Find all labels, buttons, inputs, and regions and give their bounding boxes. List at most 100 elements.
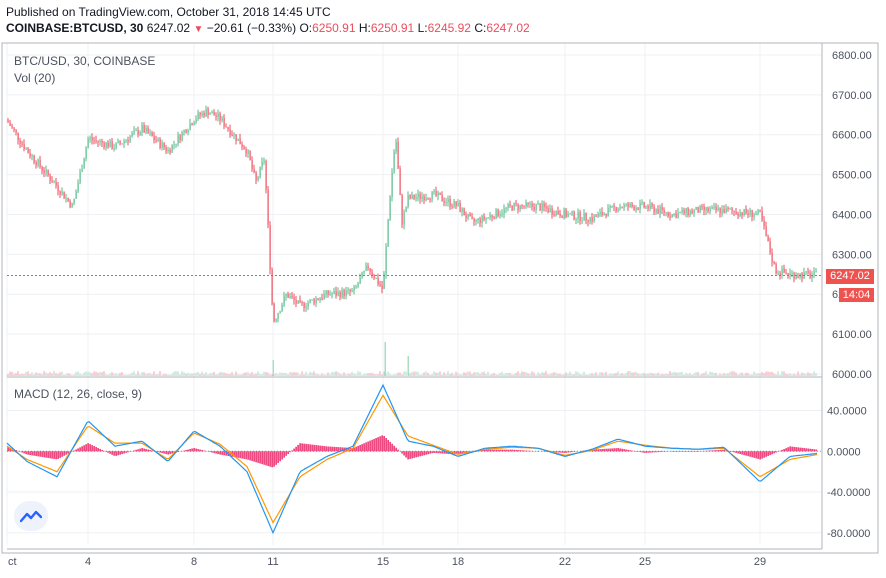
macd-histogram-bar [41, 451, 43, 457]
volume-bar [313, 371, 315, 376]
macd-histogram-bar [523, 450, 525, 452]
volume-bar [729, 371, 731, 376]
candle-body [717, 208, 719, 211]
volume-bar [801, 372, 803, 376]
volume-bar [479, 373, 481, 376]
volume-bar [215, 374, 217, 376]
volume-bar [463, 372, 465, 376]
macd-histogram-bar [645, 451, 647, 453]
candle-body [441, 194, 443, 202]
volume-bar [451, 372, 453, 376]
candle-body [683, 209, 685, 214]
volume-bar [453, 374, 455, 376]
candle-body [21, 143, 23, 145]
volume-bar [87, 371, 89, 376]
macd-histogram-bar [413, 451, 415, 458]
volume-bar [809, 373, 811, 376]
candle-body [285, 294, 287, 297]
volume-bar [47, 373, 49, 376]
macd-histogram-bar [199, 449, 201, 452]
volume-bar [275, 373, 277, 376]
candle-body [269, 224, 271, 270]
macd-histogram-bar [219, 451, 221, 455]
macd-histogram-bar [45, 451, 47, 458]
volume-bar [27, 371, 29, 376]
candle-body [781, 268, 783, 276]
candle-body [103, 142, 105, 148]
volume-bar [53, 371, 55, 376]
candle-body [229, 129, 231, 135]
candle-body [667, 212, 669, 217]
volume-bar [465, 372, 467, 376]
candle-body [99, 140, 101, 143]
volume-bar [645, 373, 647, 376]
macd-histogram-bar [173, 451, 175, 454]
macd-histogram-bar [87, 443, 89, 452]
candle-body [589, 217, 591, 222]
volume-bar [333, 372, 335, 376]
close-label: C: [474, 21, 487, 35]
volume-bar [253, 374, 255, 376]
volume-bar [321, 373, 323, 376]
candle-body [761, 211, 763, 221]
macd-histogram-bar [267, 451, 269, 467]
volume-bar [97, 372, 99, 376]
date-tick-label: 18 [452, 556, 464, 568]
volume-bar [9, 371, 11, 376]
volume-bar [759, 373, 761, 376]
candle-body [63, 191, 65, 199]
volume-bar [631, 372, 633, 376]
candle-body [673, 213, 675, 215]
candle-body [791, 273, 793, 275]
candle-body [745, 209, 747, 214]
volume-bar [477, 371, 479, 376]
macd-histogram-bar [95, 447, 97, 452]
macd-histogram-bar [137, 449, 139, 452]
candle-body [393, 151, 395, 173]
volume-bar [209, 373, 211, 376]
volume-bar [567, 373, 569, 376]
macd-histogram-bar [213, 451, 215, 454]
macd-histogram-bar [335, 446, 337, 452]
candle-body [397, 141, 399, 169]
candle-body [169, 149, 171, 153]
volume-bar [11, 371, 13, 376]
volume-bar [531, 371, 533, 376]
macd-histogram-bar [287, 451, 289, 455]
volume-bar [777, 371, 779, 376]
candle-body [423, 196, 425, 201]
candle-body [809, 272, 811, 278]
macd-histogram-bar [405, 451, 407, 458]
candle-body [173, 143, 175, 145]
volume-bar [749, 374, 751, 376]
candle-body [469, 214, 471, 217]
macd-histogram-bar [191, 448, 193, 452]
candle-body [767, 235, 769, 242]
macd-histogram-bar [387, 439, 389, 452]
volume-bar [683, 374, 685, 376]
macd-histogram-bar [275, 451, 277, 465]
candle-body [753, 215, 755, 218]
macd-histogram-bar [483, 449, 485, 452]
volume-bar [459, 374, 461, 376]
volume-legend: Vol (20) [14, 71, 56, 85]
volume-spike-bar [272, 360, 274, 376]
candle-body [633, 206, 635, 211]
volume-bar [225, 373, 227, 376]
candle-body [675, 213, 677, 218]
tradingview-logo-icon[interactable] [14, 501, 48, 531]
macd-histogram-bar [697, 451, 699, 452]
volume-bar [651, 373, 653, 376]
macd-histogram-bar [381, 435, 383, 452]
volume-bar [421, 374, 423, 376]
macd-histogram-bar [259, 451, 261, 464]
candle-body [261, 162, 263, 167]
candle-body [449, 199, 451, 207]
macd-histogram-bar [411, 451, 413, 459]
candle-body [691, 210, 693, 214]
macd-histogram-bar [157, 451, 159, 453]
macd-histogram-bar [333, 446, 335, 452]
candle-body [647, 206, 649, 209]
macd-histogram-bar [115, 451, 117, 456]
